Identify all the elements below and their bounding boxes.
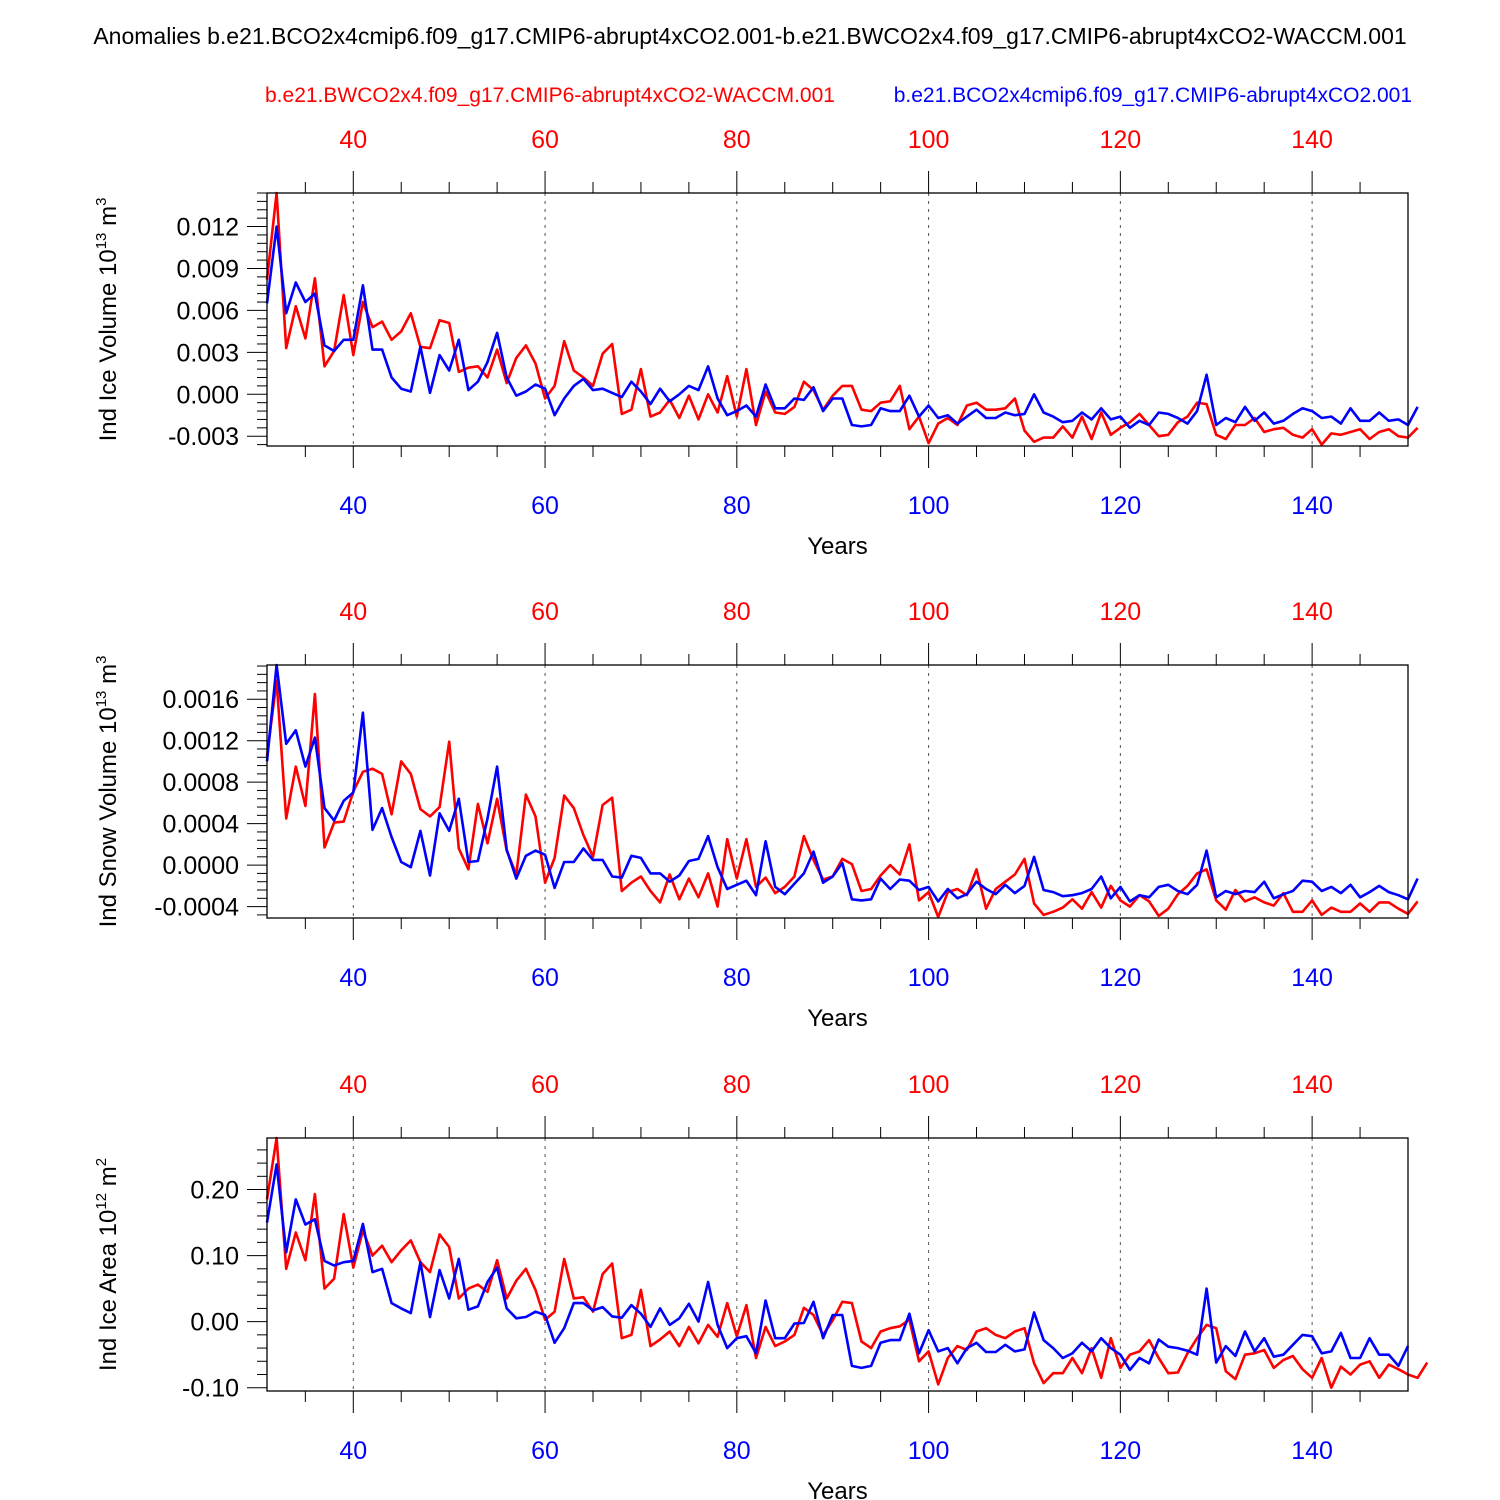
top-tick-label: 40 (339, 1071, 367, 1099)
bottom-tick-label: 60 (531, 1437, 559, 1465)
y-tick-label: 0.009 (176, 255, 239, 283)
x-axis-title: Years (807, 533, 868, 560)
y-axis-title: Ind Snow Volume 1013 m3 (93, 656, 122, 928)
y-tick-label: 0.006 (176, 297, 239, 325)
bottom-tick-label: 140 (1291, 1437, 1333, 1465)
y-axis-title-text: m (95, 664, 122, 691)
panel-3: 40 40 60 60 80 80 100 100 120 120 140 140 Years -0.10… (93, 1071, 1429, 1500)
y-tick-label: -0.10 (182, 1375, 239, 1403)
y-tick-label: -0.003 (168, 423, 239, 451)
y-axis-title-text: Ind Ice Area 10 (95, 1210, 122, 1371)
bottom-tick-label: 140 (1291, 492, 1333, 520)
y-axis-title-superscript: 13 (93, 691, 110, 708)
bottom-tick-label: 40 (339, 492, 367, 520)
top-tick-label: 80 (723, 598, 751, 626)
y-tick-label: 0.0012 (163, 728, 239, 756)
series-line-red (265, 679, 1419, 919)
top-tick-label: 40 (339, 126, 367, 154)
legend-red-series: b.e21.BWCO2x4.f09_g17.CMIP6-abrupt4xCO2-… (265, 84, 835, 107)
panels: 40 40 60 60 80 80 100 100 120 120 140 140 Years -0.00… (93, 126, 1429, 1500)
top-tick-label: 100 (908, 126, 950, 154)
y-tick-label: 0.0004 (163, 811, 240, 839)
top-tick-label: 140 (1291, 126, 1333, 154)
plot-frame (266, 192, 1409, 447)
y-tick-label: 0.000 (176, 381, 239, 409)
y-tick-label: 0.0016 (163, 686, 239, 714)
y-axis-title-text: Ind Ice Volume 10 (95, 249, 122, 441)
series-line-blue (265, 1163, 1410, 1372)
y-tick-label: 0.0008 (163, 769, 239, 797)
series-line-red (265, 191, 1419, 446)
plot-frame (266, 1137, 1409, 1392)
y-axis-title: Ind Ice Area 1012 m2 (93, 1158, 122, 1371)
legend-blue-series: b.e21.BCO2x4cmip6.f09_g17.CMIP6-abrupt4x… (894, 84, 1412, 107)
y-axis-title: Ind Ice Volume 1013 m3 (93, 198, 122, 442)
y-axis-title-text: Ind Snow Volume 10 (95, 707, 122, 927)
top-tick-label: 120 (1099, 126, 1141, 154)
bottom-tick-label: 60 (531, 492, 559, 520)
y-tick-label: 0.10 (190, 1243, 239, 1271)
y-tick-label: 0.00 (190, 1309, 239, 1337)
top-tick-label: 120 (1099, 598, 1141, 626)
bottom-tick-label: 100 (908, 1437, 950, 1465)
y-axis-title-text: m (95, 206, 122, 233)
x-axis-title: Years (807, 1478, 868, 1500)
bottom-tick-label: 40 (339, 964, 367, 992)
top-tick-label: 60 (531, 598, 559, 626)
bottom-tick-label: 120 (1099, 492, 1141, 520)
bottom-tick-label: 100 (908, 964, 950, 992)
top-tick-label: 80 (723, 1071, 751, 1099)
y-tick-label: 0.20 (190, 1177, 239, 1205)
top-tick-label: 100 (908, 598, 950, 626)
top-tick-label: 40 (339, 598, 367, 626)
bottom-tick-label: 120 (1099, 964, 1141, 992)
top-tick-label: 120 (1099, 1071, 1141, 1099)
top-tick-label: 140 (1291, 1071, 1333, 1099)
figure-title: Anomalies b.e21.BCO2x4cmip6.f09_g17.CMIP… (93, 23, 1406, 49)
x-axis-title: Years (807, 1005, 868, 1032)
series-line-red (265, 1136, 1429, 1389)
top-tick-label: 140 (1291, 598, 1333, 626)
bottom-tick-label: 40 (339, 1437, 367, 1465)
y-axis-title-text: m (95, 1166, 122, 1193)
y-axis-title-superscript: 2 (93, 1158, 110, 1166)
y-tick-label: 0.003 (176, 339, 239, 367)
y-tick-label: 0.012 (176, 214, 239, 242)
bottom-tick-label: 120 (1099, 1437, 1141, 1465)
panel-2: 40 40 60 60 80 80 100 100 120 120 140 140 Years -0.00… (93, 598, 1419, 1032)
y-axis-title-superscript: 3 (93, 198, 110, 206)
y-tick-label: -0.0004 (154, 894, 239, 922)
y-axis-title-superscript: 3 (93, 656, 110, 664)
top-tick-label: 60 (531, 126, 559, 154)
panel-1: 40 40 60 60 80 80 100 100 120 120 140 140 Years -0.00… (93, 126, 1419, 560)
bottom-tick-label: 80 (723, 964, 751, 992)
bottom-tick-label: 60 (531, 964, 559, 992)
bottom-tick-label: 80 (723, 1437, 751, 1465)
y-axis-title-superscript: 13 (93, 233, 110, 250)
y-axis-title-superscript: 12 (93, 1193, 110, 1210)
top-tick-label: 60 (531, 1071, 559, 1099)
bottom-tick-label: 100 (908, 492, 950, 520)
bottom-tick-label: 80 (723, 492, 751, 520)
top-tick-label: 100 (908, 1071, 950, 1099)
top-tick-label: 80 (723, 126, 751, 154)
plot-frame (266, 664, 1409, 919)
y-tick-label: 0.0000 (163, 852, 239, 880)
series-line-blue (265, 663, 1419, 903)
series-line-blue (265, 225, 1419, 430)
bottom-tick-label: 140 (1291, 964, 1333, 992)
